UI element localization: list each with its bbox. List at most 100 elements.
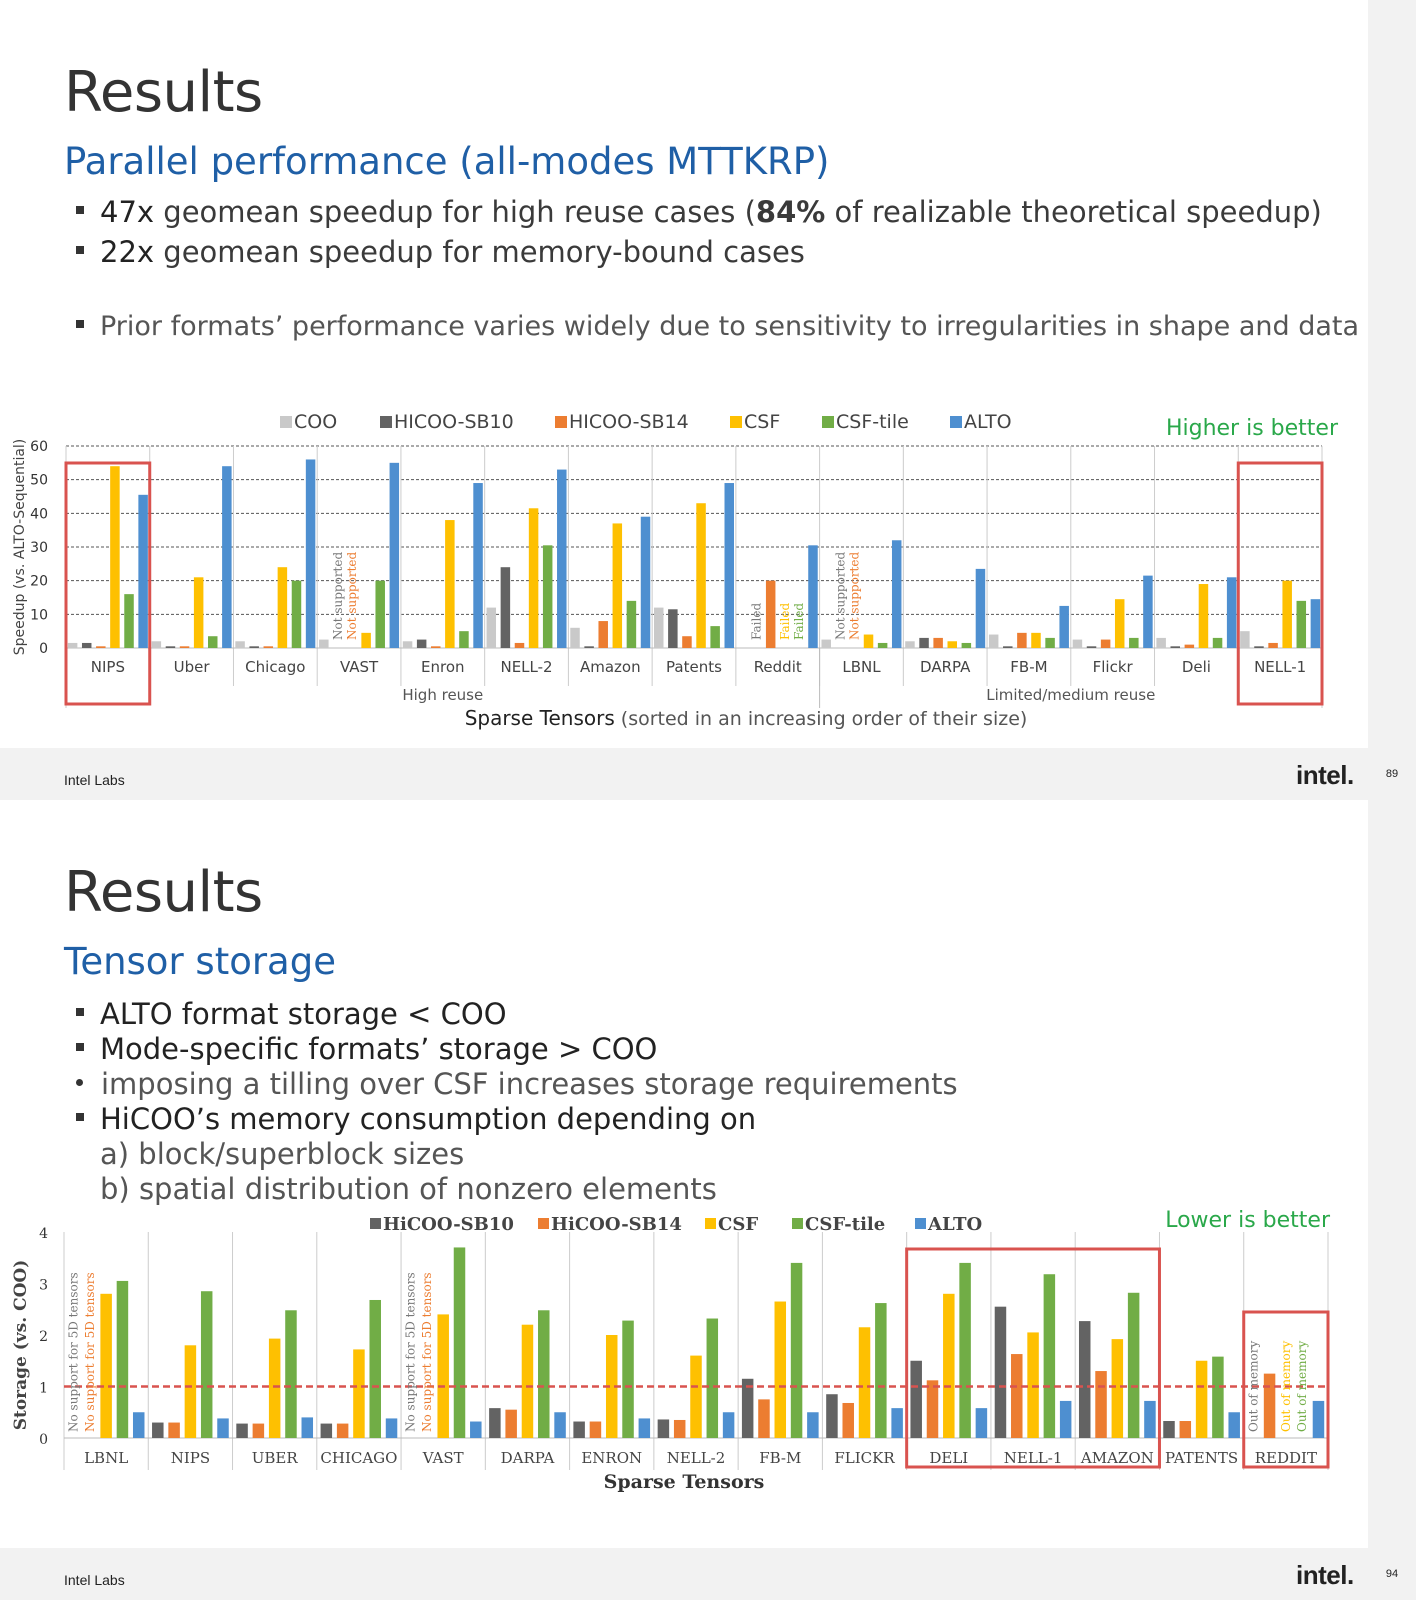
bar-hicoo-sb10-flickr <box>1086 646 1097 648</box>
bar-alto-fb-m <box>807 1412 819 1438</box>
bar-hicoo-sb14-flickr <box>1100 639 1111 648</box>
bar-csf-tile-darpa <box>538 1310 550 1438</box>
x-tick-label: Uber <box>174 658 211 676</box>
bar-hicoo-sb10-nell-2 <box>500 567 511 648</box>
square-bullet-icon <box>76 1008 84 1016</box>
bullet-1: 47x geomean speedup for high reuse cases… <box>76 195 1322 229</box>
bar-csf-tile-fb-m <box>790 1262 803 1438</box>
bar-csf-vast <box>437 1314 449 1438</box>
legend-swatch-csf <box>705 1218 716 1229</box>
bar-hicoo-sb14-darpa <box>505 1409 517 1438</box>
bar-alto-chicago <box>385 1418 398 1438</box>
y-axis-label: Storage (vs. COO) <box>11 1260 31 1431</box>
bar-coo-nell-2 <box>486 607 497 648</box>
x-tick-label: FB-M <box>1010 658 1047 676</box>
x-tick-label: DELI <box>929 1449 968 1467</box>
bar-alto-darpa <box>554 1412 566 1438</box>
bar-hicoo-sb14-fb-m <box>1017 632 1027 648</box>
y-tick-label: 30 <box>30 540 48 556</box>
legend-label-csf-tile: CSF-tile <box>836 411 909 433</box>
bar-csf-tile-patents <box>1212 1356 1224 1438</box>
x-tick-label: FB-M <box>759 1449 801 1467</box>
legend-swatch-csf-tile <box>822 416 834 428</box>
y-tick-label: 0 <box>39 1432 48 1448</box>
bar-csf-flickr <box>858 1327 871 1438</box>
bar-csf-enron <box>605 1335 618 1438</box>
bar-csf-lbnl <box>863 634 874 648</box>
bar-alto-enron <box>473 483 483 648</box>
bullet-4-text: HiCOO’s memory consumption depending on <box>100 1102 757 1136</box>
bar-hicoo-sb10-patents <box>1163 1421 1175 1438</box>
legend-swatch-csf-tile <box>792 1218 803 1229</box>
bar-coo-vast <box>319 639 329 648</box>
x-tick-label: NIPS <box>171 1449 210 1467</box>
bar-csf-nell-2 <box>528 508 539 648</box>
bar-hicoo-sb14-amazon <box>1095 1371 1107 1438</box>
bar-alto-amazon <box>1144 1400 1156 1438</box>
y-tick-label: 3 <box>39 1278 48 1294</box>
bar-csf-deli <box>943 1293 955 1438</box>
annotation-text: No support for 5D tensors <box>67 1272 81 1432</box>
bullet-1-strong: 47x <box>100 195 155 229</box>
bullet-2: Mode-specific formats’ storage > COO <box>76 1032 657 1066</box>
bar-csf-nell-2 <box>690 1355 702 1438</box>
bar-alto-lbnl <box>132 1412 145 1438</box>
bar-coo-uber <box>151 641 162 648</box>
group-label-high-reuse: High reuse <box>402 686 483 704</box>
bar-csf-tile-flickr <box>1129 637 1139 648</box>
bar-hicoo-sb10-amazon <box>584 646 594 648</box>
bar-alto-chicago <box>305 459 316 648</box>
slide-subtitle: Parallel performance (all-modes MTTKRP) <box>64 140 830 183</box>
bar-alto-amazon <box>640 516 651 648</box>
x-tick-label: ENRON <box>581 1449 642 1467</box>
bar-csf-fb-m <box>1031 632 1041 648</box>
legend-label-hicoo-sb14: HICOO-SB14 <box>569 411 689 433</box>
square-bullet-icon <box>76 206 84 214</box>
group-label-limited-reuse: Limited/medium reuse <box>986 686 1155 704</box>
x-tick-label: PATENTS <box>1165 1449 1238 1467</box>
higher-is-better-note: Higher is better <box>1166 416 1339 441</box>
bar-hicoo-sb10-nips <box>152 1422 164 1438</box>
x-tick-label: LBNL <box>842 658 881 676</box>
y-tick-label: 4 <box>39 1226 48 1242</box>
bullet-3: Prior formats’ performance varies widely… <box>76 311 1359 342</box>
highlight-box-nell-1 <box>1236 461 1324 706</box>
bar-coo-lbnl <box>821 639 831 648</box>
square-bullet-icon <box>76 319 84 328</box>
intel-logo: intel. <box>1296 1560 1354 1590</box>
bullet-1-text2: of realizable theoretical speedup) <box>825 195 1322 229</box>
footer-lab-text: Intel Labs <box>64 1572 125 1588</box>
bar-csf-patents <box>1195 1360 1208 1438</box>
x-tick-label: DARPA <box>501 1449 555 1467</box>
bar-csf-enron <box>445 520 455 648</box>
bar-alto-deli <box>975 1408 988 1438</box>
bar-hicoo-sb10-amazon <box>1078 1321 1091 1438</box>
x-tick-label: FLICKR <box>834 1449 895 1467</box>
bar-alto-nell-2 <box>557 469 567 648</box>
page-number: 89 <box>1385 768 1399 780</box>
bar-hicoo-sb10-enron <box>573 1421 585 1438</box>
x-axis-title: Sparse Tensors (sorted in an increasing … <box>465 706 1028 730</box>
bullet-3-text: imposing a tilling over CSF increases st… <box>101 1067 958 1101</box>
bar-csf-tile-chicago <box>369 1299 381 1438</box>
highlight-box-nips <box>64 461 152 706</box>
legend-label-csf-tile: CSF-tile <box>805 1214 885 1235</box>
annotation-text: No support for 5D tensors <box>83 1272 97 1432</box>
annotation-text: Not supported <box>331 552 345 640</box>
bullet-1-strong2: 84% <box>755 195 826 229</box>
bar-coo-amazon <box>570 627 580 648</box>
bar-hicoo-sb14-nell-1 <box>1268 642 1278 648</box>
x-tick-label: Flickr <box>1093 658 1134 676</box>
bullet-2: 22x geomean speedup for memory-bound cas… <box>76 235 805 269</box>
x-tick-label: DARPA <box>920 658 971 676</box>
bar-csf-uber <box>193 577 204 648</box>
bullet-2-text: Mode-specific formats’ storage > COO <box>100 1032 658 1066</box>
bar-hicoo-sb10-chicago <box>320 1423 333 1438</box>
bar-alto-flickr <box>891 1408 903 1438</box>
bar-alto-darpa <box>975 568 986 648</box>
y-tick-label: 1 <box>39 1381 48 1397</box>
bar-csf-tile-chicago <box>291 580 302 648</box>
bullet-3: imposing a tilling over CSF increases st… <box>76 1067 958 1101</box>
x-tick-label: NELL-1 <box>1254 658 1306 676</box>
bar-hicoo-sb10-chicago <box>249 646 259 648</box>
